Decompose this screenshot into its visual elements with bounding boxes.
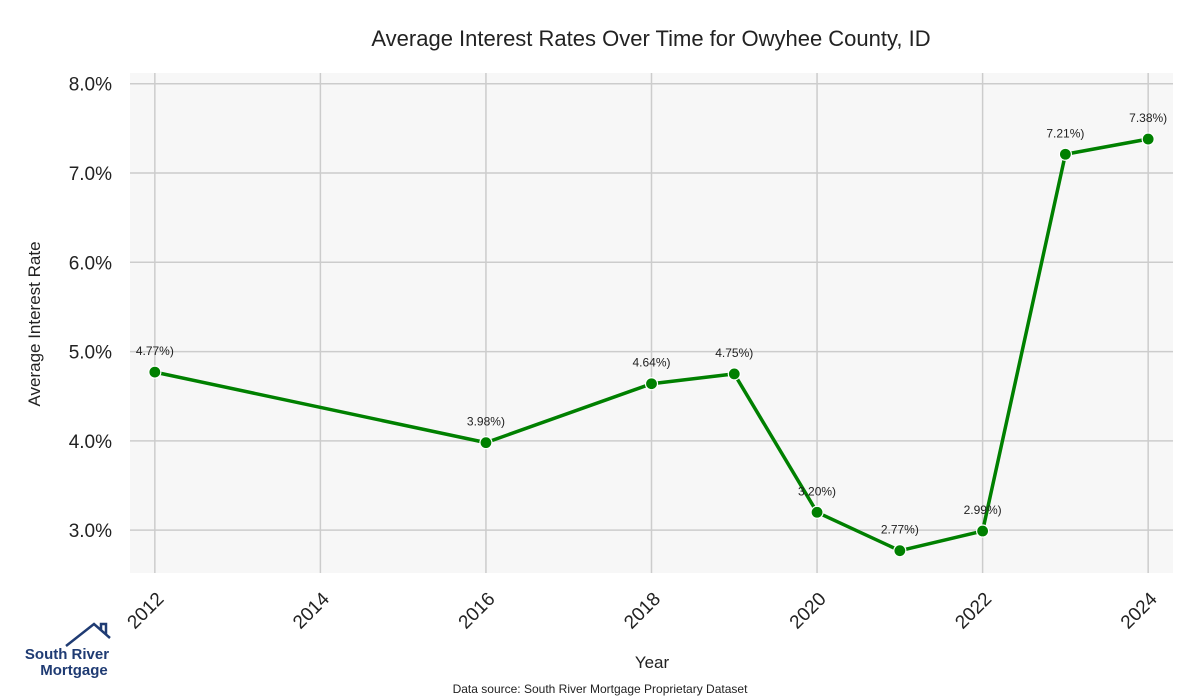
source-note: Data source: South River Mortgage Propri… — [453, 682, 748, 696]
x-tick-label: 2012 — [124, 589, 169, 634]
series — [148, 132, 1155, 558]
y-tick-label: 3.0% — [69, 521, 112, 542]
data-point — [810, 505, 824, 519]
x-tick-label: 2024 — [1117, 588, 1162, 633]
data-label: 3.20%) — [798, 484, 836, 498]
y-tick-label: 8.0% — [69, 75, 112, 96]
house-icon — [65, 622, 111, 647]
data-point — [976, 524, 990, 538]
y-tick-label: 7.0% — [69, 164, 112, 185]
data-point — [479, 436, 493, 450]
data-label: 7.38%) — [1129, 111, 1167, 125]
grid — [130, 73, 1173, 573]
data-label: 4.75%) — [715, 346, 753, 360]
x-axis-ticks: 2012 2014 2016 2018 2020 2022 2024 — [124, 588, 1162, 633]
data-point — [1058, 147, 1072, 161]
data-label: 2.77%) — [881, 523, 919, 537]
data-point — [1141, 132, 1155, 146]
x-axis-label: Year — [635, 653, 670, 672]
y-tick-label: 6.0% — [69, 253, 112, 274]
x-tick-label: 2020 — [786, 589, 831, 634]
logo-line-2: Mortgage — [40, 662, 108, 679]
x-tick-label: 2016 — [455, 589, 500, 634]
logo-line-1: South River — [25, 646, 109, 663]
data-point — [148, 365, 162, 379]
data-labels: 4.77%) 3.98%) 4.64%) 4.75%) 3.20%) 2.77%) 2.99… — [136, 111, 1167, 537]
y-tick-label: 5.0% — [69, 343, 112, 364]
chart-title: Average Interest Rates Over Time for Owy… — [371, 26, 930, 51]
y-axis-ticks: 3.0% 4.0% 5.0% 6.0% 7.0% 8.0% — [69, 75, 112, 542]
data-label: 2.99%) — [964, 503, 1002, 517]
data-label: 4.77%) — [136, 344, 174, 358]
company-logo: South River Mortgage — [25, 622, 111, 679]
data-point — [644, 377, 659, 391]
y-tick-label: 4.0% — [69, 432, 112, 453]
data-point — [727, 367, 741, 381]
data-label: 7.21%) — [1046, 126, 1084, 140]
data-point — [893, 544, 907, 558]
x-tick-label: 2022 — [951, 589, 996, 634]
data-label: 3.98%) — [467, 415, 505, 429]
y-axis-label: Average Interest Rate — [25, 241, 44, 406]
data-label: 4.64%) — [632, 356, 670, 370]
x-tick-label: 2014 — [289, 588, 334, 633]
x-tick-label: 2018 — [620, 589, 665, 634]
